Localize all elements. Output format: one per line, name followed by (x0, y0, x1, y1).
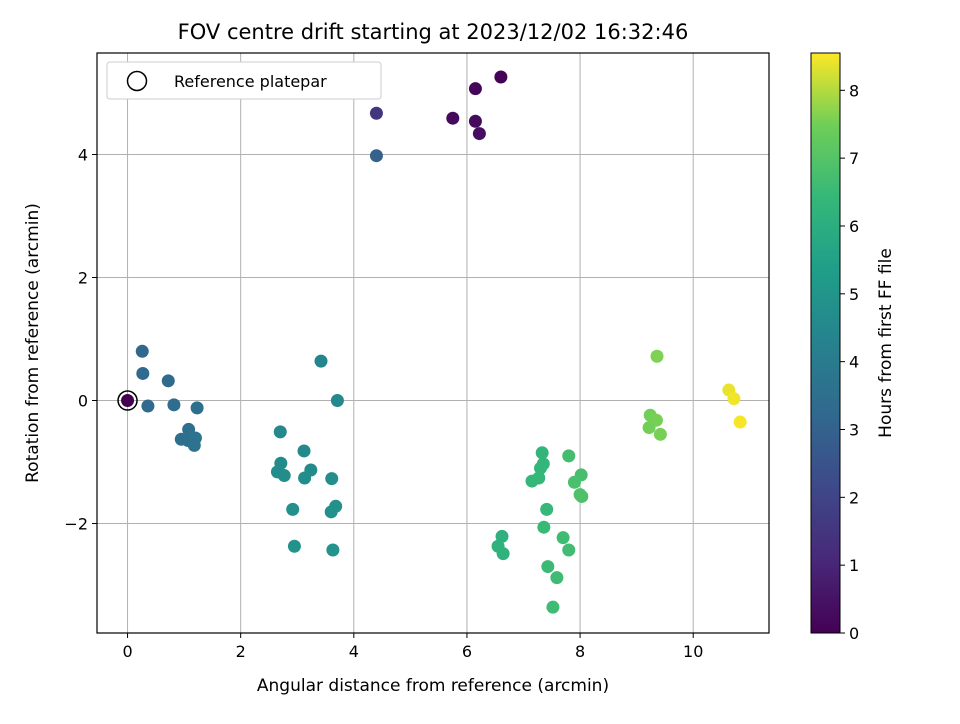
y-tick-label: 4 (78, 145, 88, 164)
data-point (562, 449, 576, 463)
data-point (533, 461, 547, 475)
reference-platepar-marker (117, 390, 138, 411)
x-tick-label: 0 (122, 642, 132, 661)
data-point (369, 106, 383, 120)
y-tick-label: 0 (78, 392, 88, 411)
plot-frame (96, 52, 770, 634)
data-point (330, 394, 344, 408)
data-point (297, 444, 311, 458)
data-point (546, 600, 560, 614)
data-point (650, 349, 664, 363)
colorbar-tick-label: 4 (849, 353, 859, 372)
data-point (277, 469, 291, 483)
colorbar-tick-label: 3 (849, 420, 859, 439)
data-point (468, 114, 482, 128)
data-point (525, 474, 539, 488)
colorbar: 0 1 2 3 4 5 6 7 8 Hours from first FF file (810, 52, 896, 643)
x-axis-label: Angular distance from reference (arcmin) (257, 676, 609, 696)
data-point (141, 399, 155, 413)
data-point (727, 392, 741, 406)
x-tick-label: 8 (575, 642, 585, 661)
data-point (273, 425, 287, 439)
colorbar-tick-label: 7 (849, 149, 859, 168)
y-tick-label: −2 (64, 515, 88, 534)
data-point (496, 547, 510, 561)
data-point (314, 354, 328, 368)
x-tick-label: 10 (683, 642, 703, 661)
legend-entry-label: Reference platepar (174, 72, 327, 91)
data-point (324, 505, 338, 519)
x-axis-ticks: 0 2 4 6 8 10 (122, 633, 703, 661)
data-point (287, 539, 301, 553)
data-point (556, 531, 570, 545)
data-point (298, 471, 312, 485)
data-point (167, 398, 181, 412)
legend: Reference platepar (106, 61, 382, 100)
colorbar-tick-label: 2 (849, 488, 859, 507)
chart-title: FOV centre drift starting at 2023/12/02 … (178, 20, 689, 44)
reference-marker (117, 390, 138, 411)
data-point (550, 571, 564, 585)
data-point (494, 70, 508, 84)
x-tick-label: 4 (349, 642, 359, 661)
colorbar-tick-label: 1 (849, 556, 859, 575)
y-axis-label: Rotation from reference (arcmin) (23, 203, 43, 483)
colorbar-tick-label: 0 (849, 624, 859, 643)
data-point (495, 529, 509, 543)
data-point (540, 502, 554, 516)
data-point (733, 415, 747, 429)
colorbar-tick-label: 5 (849, 285, 859, 304)
data-point (541, 560, 555, 574)
data-point (562, 543, 576, 557)
data-point (653, 427, 667, 441)
data-point (161, 374, 175, 388)
data-point (472, 127, 486, 141)
y-tick-label: 2 (78, 268, 88, 287)
data-point (326, 543, 340, 557)
x-tick-label: 2 (236, 642, 246, 661)
data-point (121, 394, 135, 408)
data-point (446, 111, 460, 125)
data-point (190, 401, 204, 415)
grid-lines (97, 53, 769, 633)
data-point (567, 475, 581, 489)
legend-box (106, 61, 382, 100)
colorbar-label: Hours from first FF file (876, 248, 896, 438)
colorbar-tick-label: 8 (849, 81, 859, 100)
y-axis-ticks: −2 0 2 4 (64, 145, 97, 534)
colorbar-gradient (810, 52, 841, 634)
data-point (573, 488, 587, 502)
data-point (642, 421, 656, 435)
colorbar-ticks: 0 1 2 3 4 5 6 7 8 (840, 81, 859, 643)
data-point (537, 520, 551, 534)
data-point (325, 472, 339, 486)
colorbar-tick-label: 6 (849, 217, 859, 236)
data-points (121, 70, 747, 614)
x-tick-label: 6 (462, 642, 472, 661)
legend-open-circle-marker (126, 70, 148, 92)
data-point (468, 82, 482, 96)
data-point (135, 344, 149, 358)
data-point (535, 446, 549, 460)
data-point (286, 502, 300, 516)
data-point (136, 366, 150, 380)
data-point (369, 149, 383, 163)
data-point (187, 438, 201, 452)
